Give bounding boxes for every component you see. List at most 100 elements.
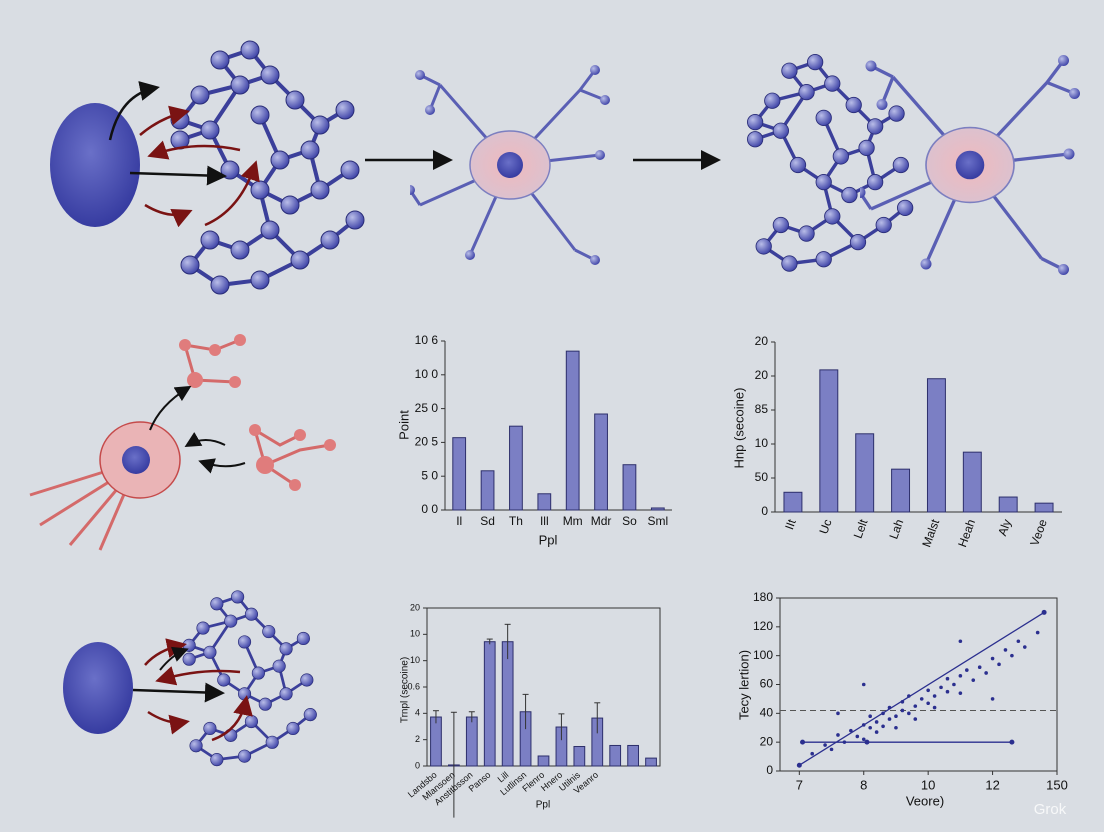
bar: [465, 716, 478, 767]
y-tick-label: 2: [415, 734, 420, 744]
point: [823, 743, 827, 747]
cell: [50, 103, 140, 227]
point: [810, 751, 815, 756]
y-tick-label: 10: [410, 655, 420, 665]
point: [958, 691, 963, 695]
atom: [294, 429, 306, 441]
y-tick-label: 20: [410, 602, 420, 612]
y-tick-label: 0: [761, 504, 768, 518]
point: [900, 708, 905, 713]
y-tick-label: 20: [755, 368, 769, 382]
point: [1035, 630, 1040, 635]
bar: [962, 451, 982, 513]
red-molecule: [182, 338, 331, 487]
point: [1022, 645, 1027, 649]
bar: [998, 496, 1018, 513]
y-axis-label: Trnpl (secoine): [400, 657, 411, 723]
point: [855, 734, 860, 739]
bar: [430, 716, 442, 767]
point: [919, 697, 924, 701]
y-tick-label: 100: [753, 648, 773, 662]
x-axis-label: Veore): [906, 793, 944, 808]
point: [861, 737, 866, 742]
arrow: [147, 710, 190, 735]
point: [958, 674, 963, 678]
atom: [179, 339, 191, 351]
point: [939, 685, 943, 690]
point: [887, 717, 892, 721]
x-tick-label: 8: [860, 777, 867, 792]
y-tick-label: 20: [755, 334, 769, 348]
x-tick-label: 10: [921, 777, 935, 792]
point: [932, 705, 937, 710]
atom: [249, 424, 261, 436]
bar: [565, 350, 580, 511]
point: [926, 701, 930, 706]
point: [881, 724, 885, 729]
point: [836, 733, 840, 737]
point: [952, 682, 956, 687]
point: [958, 639, 963, 644]
y-tick-label: 10: [755, 436, 769, 450]
atom: [187, 372, 203, 388]
bar: [1034, 502, 1054, 513]
arrow: [147, 140, 241, 160]
y-tick-label: 0 0: [421, 502, 438, 516]
x-tick-label: Th: [509, 514, 523, 528]
y-tick-label: 10: [410, 629, 420, 639]
x-axis-label: Ppl: [539, 532, 558, 547]
arrow: [211, 695, 253, 742]
y-tick-label: 4: [415, 708, 420, 718]
bar: [537, 755, 550, 767]
arrow: [108, 81, 160, 141]
x-tick-label: 12: [985, 777, 999, 792]
x-axis-label: Ppl: [536, 800, 550, 811]
y-tick-label: 10 6: [415, 333, 439, 347]
point: [945, 676, 950, 681]
point: [836, 711, 840, 716]
bar: [926, 378, 946, 513]
y-axis-label: Hnp (secoine): [731, 388, 746, 469]
atom: [234, 334, 246, 346]
point: [945, 689, 950, 694]
line-marker: [864, 739, 870, 745]
y-tick-label: 0: [766, 763, 773, 777]
x-tick-label: Aly: [995, 517, 1014, 537]
point: [894, 725, 898, 730]
bar: [609, 744, 622, 767]
bar: [819, 369, 839, 513]
x-tick-label: Il: [456, 514, 462, 528]
line-marker: [800, 739, 806, 745]
atom: [289, 479, 301, 491]
fit-line: [798, 611, 1045, 766]
x-tick-label: Sml: [647, 514, 668, 528]
x-tick-label: Uc: [816, 517, 834, 536]
point: [1003, 648, 1008, 652]
arrow: [144, 203, 193, 228]
x-tick-label: 150: [1046, 777, 1068, 792]
y-tick-label: 120: [753, 619, 773, 633]
atom: [229, 376, 241, 388]
bar: [483, 641, 496, 767]
bar: [537, 493, 552, 511]
atom: [209, 344, 221, 356]
point: [907, 711, 911, 716]
point: [868, 714, 872, 719]
illustration-cell-molecule: [50, 40, 366, 296]
bar: [501, 641, 514, 767]
point: [861, 682, 866, 687]
atom: [324, 439, 336, 451]
bar: [627, 744, 639, 767]
chart: 0 20 40 60 100 120 180 Tecy lertion) Veore) 7 8 10 1…: [736, 590, 1067, 808]
arrow: [184, 432, 226, 448]
point: [990, 697, 995, 701]
y-tick-label: 40: [760, 706, 774, 720]
x-tick-label: Mm: [563, 514, 583, 528]
arrow: [132, 682, 225, 703]
point: [849, 728, 853, 733]
y-tick-label: 85: [755, 402, 769, 416]
point: [971, 678, 976, 682]
y-tick-label: 5 0: [421, 468, 438, 482]
